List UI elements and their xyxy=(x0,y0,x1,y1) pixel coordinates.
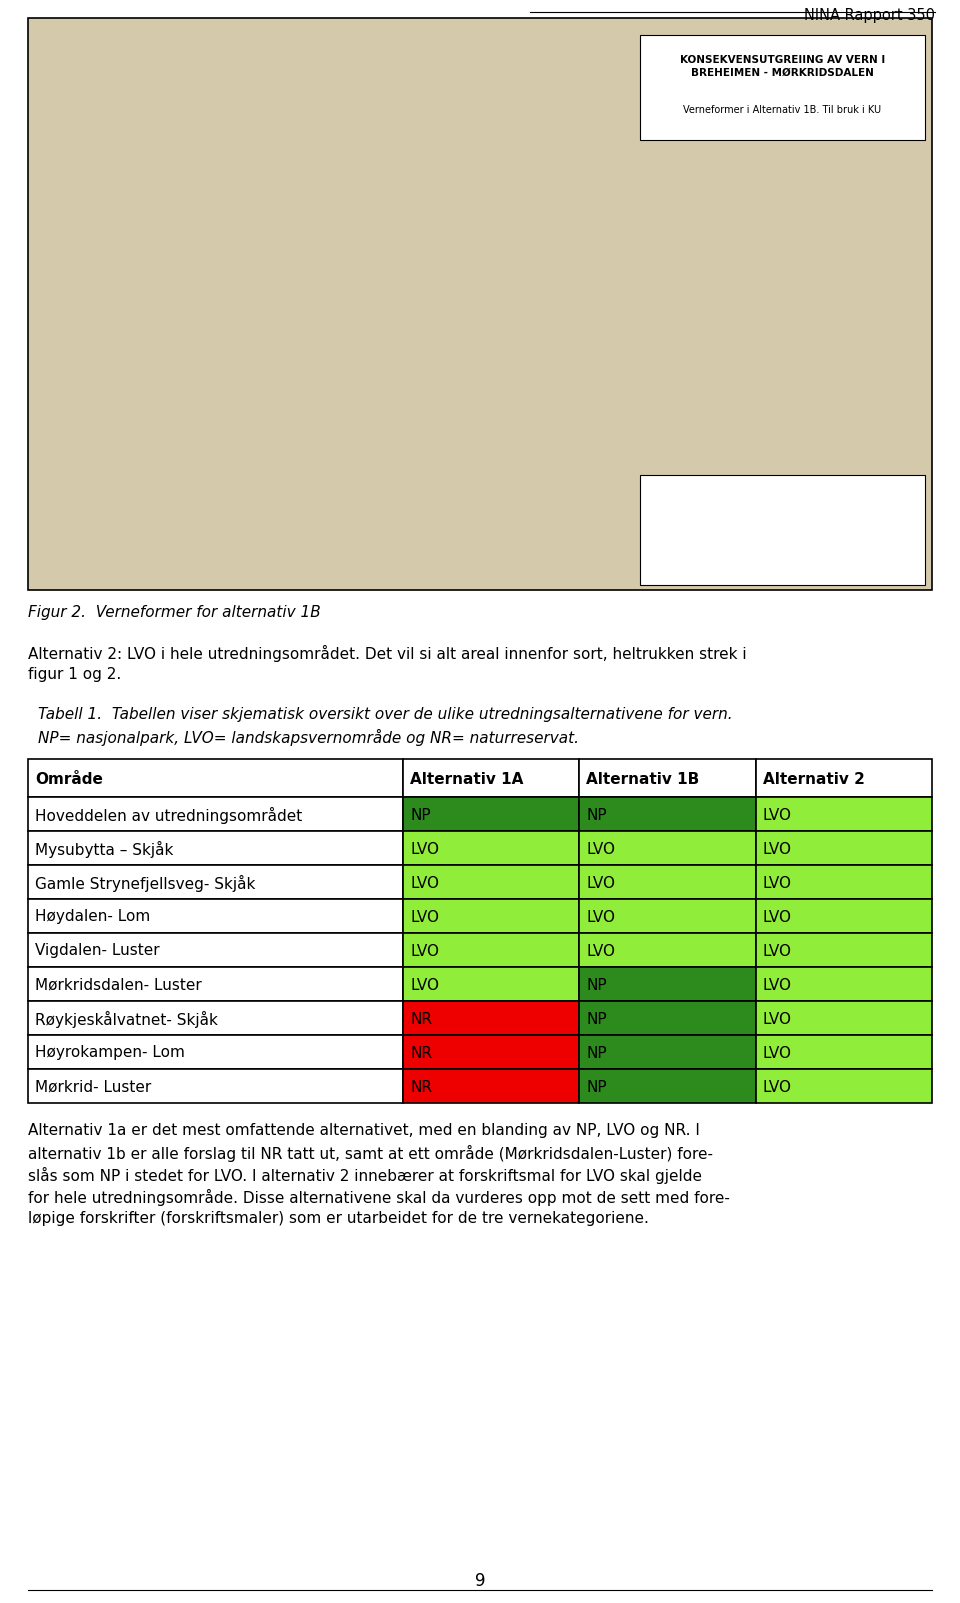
Text: Figur 2.  Verneformer for alternativ 1B: Figur 2. Verneformer for alternativ 1B xyxy=(28,604,321,620)
Text: Alternativ 1A: Alternativ 1A xyxy=(410,771,523,787)
Text: NP= nasjonalpark, LVO= landskapsvernområde og NR= naturreservat.: NP= nasjonalpark, LVO= landskapsvernområ… xyxy=(38,729,579,745)
Bar xyxy=(580,899,756,933)
Text: Høyrokampen- Lom: Høyrokampen- Lom xyxy=(35,1045,185,1061)
Text: LVO: LVO xyxy=(762,978,792,992)
Text: NR: NR xyxy=(410,1079,432,1095)
Bar xyxy=(403,866,580,899)
Text: LVO: LVO xyxy=(587,909,615,925)
Bar xyxy=(580,967,756,1000)
Text: Mysubytta – Skjåk: Mysubytta – Skjåk xyxy=(35,840,174,858)
Text: NP: NP xyxy=(587,808,607,822)
Text: Område: Område xyxy=(35,771,103,787)
Bar xyxy=(756,967,932,1000)
Text: NR: NR xyxy=(410,1011,432,1026)
Bar xyxy=(580,1000,756,1036)
Text: slås som NP i stedet for LVO. I alternativ 2 innebærer at forskriftsmal for LVO : slås som NP i stedet for LVO. I alternat… xyxy=(28,1167,702,1185)
Text: Vigdalen- Luster: Vigdalen- Luster xyxy=(35,944,159,959)
Text: LVO: LVO xyxy=(762,875,792,891)
Bar xyxy=(580,1069,756,1103)
Text: LVO: LVO xyxy=(410,944,439,959)
Bar xyxy=(28,967,403,1000)
Text: Mørkrid- Luster: Mørkrid- Luster xyxy=(35,1079,152,1095)
Bar xyxy=(403,1000,580,1036)
Text: Verneformer i Alternativ 1B. Til bruk i KU: Verneformer i Alternativ 1B. Til bruk i … xyxy=(684,106,881,115)
Bar xyxy=(403,1036,580,1069)
Bar xyxy=(756,1000,932,1036)
Bar xyxy=(403,899,580,933)
Bar xyxy=(756,758,932,797)
Text: LVO: LVO xyxy=(410,978,439,992)
Bar xyxy=(403,797,580,830)
Text: NP: NP xyxy=(587,1045,607,1061)
Text: LVO: LVO xyxy=(587,944,615,959)
Text: 9: 9 xyxy=(475,1573,485,1590)
Text: LVO: LVO xyxy=(410,842,439,856)
Text: LVO: LVO xyxy=(410,875,439,891)
Bar xyxy=(580,866,756,899)
Text: NP: NP xyxy=(587,978,607,992)
Text: Alternativ 1a er det mest omfattende alternativet, med en blanding av NP, LVO og: Alternativ 1a er det mest omfattende alt… xyxy=(28,1124,700,1138)
Bar xyxy=(756,866,932,899)
Bar xyxy=(403,933,580,967)
Bar xyxy=(403,967,580,1000)
Text: Røykjeskålvatnet- Skjåk: Røykjeskålvatnet- Skjåk xyxy=(35,1010,218,1028)
Bar xyxy=(640,35,925,139)
Text: Gamle Strynefjellsveg- Skjåk: Gamle Strynefjellsveg- Skjåk xyxy=(35,875,255,891)
Bar xyxy=(28,18,932,590)
Text: LVO: LVO xyxy=(762,1079,792,1095)
Text: Tabell 1.  Tabellen viser skjematisk oversikt over de ulike utredningsalternativ: Tabell 1. Tabellen viser skjematisk over… xyxy=(38,707,732,721)
Text: NP: NP xyxy=(410,808,431,822)
Bar xyxy=(756,797,932,830)
Text: alternativ 1b er alle forslag til NR tatt ut, samt at ett område (Mørkridsdalen-: alternativ 1b er alle forslag til NR tat… xyxy=(28,1145,713,1162)
Text: LVO: LVO xyxy=(587,842,615,856)
Text: LVO: LVO xyxy=(410,909,439,925)
Text: for hele utredningsområde. Disse alternativene skal da vurderes opp mot de sett : for hele utredningsområde. Disse alterna… xyxy=(28,1189,730,1205)
Bar xyxy=(756,1069,932,1103)
Bar xyxy=(756,933,932,967)
Bar xyxy=(580,758,756,797)
Text: Alternativ 1B: Alternativ 1B xyxy=(587,771,700,787)
Text: Hoveddelen av utredningsområdet: Hoveddelen av utredningsområdet xyxy=(35,806,302,824)
Bar xyxy=(580,1036,756,1069)
Text: KONSEKVENSUTGREIING AV VERN I
BREHEIMEN - MØRKRIDSDALEN: KONSEKVENSUTGREIING AV VERN I BREHEIMEN … xyxy=(680,55,885,79)
Text: Høydalen- Lom: Høydalen- Lom xyxy=(35,909,151,925)
Bar xyxy=(403,830,580,866)
Text: LVO: LVO xyxy=(762,808,792,822)
Text: NINA Rapport 350: NINA Rapport 350 xyxy=(804,8,935,22)
Bar xyxy=(580,830,756,866)
Bar xyxy=(28,758,403,797)
Text: løpige forskrifter (forskriftsmaler) som er utarbeidet for de tre vernekategorie: løpige forskrifter (forskriftsmaler) som… xyxy=(28,1210,649,1226)
Bar xyxy=(580,797,756,830)
Text: figur 1 og 2.: figur 1 og 2. xyxy=(28,667,121,681)
Text: LVO: LVO xyxy=(587,875,615,891)
Text: NP: NP xyxy=(587,1079,607,1095)
Text: NR: NR xyxy=(410,1045,432,1061)
Bar xyxy=(756,830,932,866)
Bar xyxy=(28,1069,403,1103)
Bar xyxy=(403,758,580,797)
Bar xyxy=(28,866,403,899)
Bar xyxy=(756,1036,932,1069)
Text: LVO: LVO xyxy=(762,1011,792,1026)
Bar xyxy=(640,474,925,585)
Bar xyxy=(28,899,403,933)
Text: Alternativ 2: LVO i hele utredningsområdet. Det vil si alt areal innenfor sort, : Alternativ 2: LVO i hele utredningsområd… xyxy=(28,644,747,662)
Bar xyxy=(28,830,403,866)
Text: LVO: LVO xyxy=(762,944,792,959)
Text: LVO: LVO xyxy=(762,909,792,925)
Text: Mørkridsdalen- Luster: Mørkridsdalen- Luster xyxy=(35,978,202,992)
Bar xyxy=(28,1000,403,1036)
Bar xyxy=(28,797,403,830)
Text: Alternativ 2: Alternativ 2 xyxy=(762,771,865,787)
Text: LVO: LVO xyxy=(762,1045,792,1061)
Bar xyxy=(28,1036,403,1069)
Bar xyxy=(28,933,403,967)
Bar xyxy=(580,933,756,967)
Bar xyxy=(756,899,932,933)
Bar xyxy=(403,1069,580,1103)
Text: NP: NP xyxy=(587,1011,607,1026)
Text: LVO: LVO xyxy=(762,842,792,856)
